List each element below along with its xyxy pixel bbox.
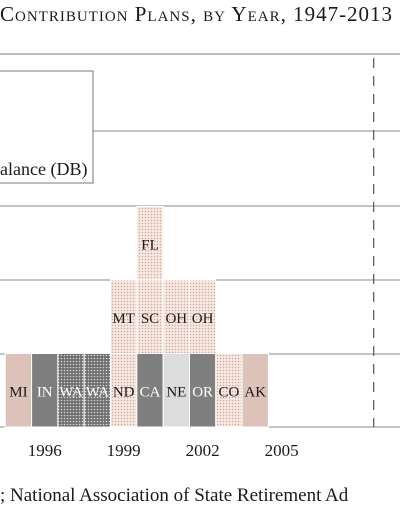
legend-label: alance (DB) (0, 159, 87, 180)
bar-segment-nd-1999: ND (110, 353, 138, 428)
bar-segment-fl-2000: FL (136, 206, 164, 281)
bar-segment-mt-1999: MT (110, 279, 138, 354)
legend-box: alance (DB) (0, 70, 94, 184)
bar-label: MI (9, 384, 27, 400)
bar-label: OH (165, 311, 187, 327)
bar-label: WA (59, 384, 82, 400)
bar-rect (215, 353, 243, 428)
x-tick-label: 1999 (107, 441, 141, 460)
bar-segment-or-2002: OR (188, 353, 217, 428)
bar-label: OR (192, 384, 213, 400)
bar-rect (162, 353, 190, 428)
bar-segment-co-2003: CO (215, 353, 243, 428)
bar-rect (162, 279, 190, 354)
bar-label: CA (140, 384, 161, 400)
bar-segment-wa-1997: WA (57, 353, 85, 428)
bar-label: ND (113, 384, 135, 400)
x-tick-label: 2002 (186, 441, 220, 460)
bar-label: AK (244, 384, 266, 400)
bar-rect (188, 279, 217, 354)
bar-rect (110, 279, 138, 354)
bar-label: SC (141, 311, 159, 327)
bar-label: FL (141, 237, 159, 253)
bar-segment-ca-2000: CA (136, 353, 164, 428)
x-tick-label: 2005 (265, 441, 299, 460)
chart-title: Contribution Plans, by Year, 1947-2013 (0, 2, 394, 26)
bar-segment-mi-1995: MI (4, 353, 33, 428)
bar-rect (188, 353, 217, 428)
bar-label: WA (86, 384, 109, 400)
bar-segment-oh-2002: OH (188, 279, 217, 354)
bar-rect (136, 353, 164, 428)
bar-segment-ne-2001: NE (162, 353, 190, 428)
x-axis-ticks: 1996 1999 2002 2005 (28, 441, 299, 460)
source-note: ; National Association of State Retireme… (0, 485, 349, 506)
bar-rect (136, 279, 164, 354)
bar-label: OH (192, 311, 214, 327)
bar-label: NE (166, 384, 186, 400)
bar-segment-in-1996: IN (31, 353, 59, 428)
bar-rect (136, 206, 164, 281)
bar-segment-oh-2001: OH (162, 279, 190, 354)
bar-label: IN (37, 384, 53, 400)
bar-rect (241, 353, 269, 428)
bar-segment-wa-1998: WA (83, 353, 112, 428)
bar-segment-sc-2000: SC (136, 279, 164, 354)
bar-label: MT (112, 311, 135, 327)
bar-label: CO (219, 384, 240, 400)
bar-segment-ak-2004: AK (241, 353, 269, 428)
x-tick-label: 1996 (28, 441, 62, 460)
